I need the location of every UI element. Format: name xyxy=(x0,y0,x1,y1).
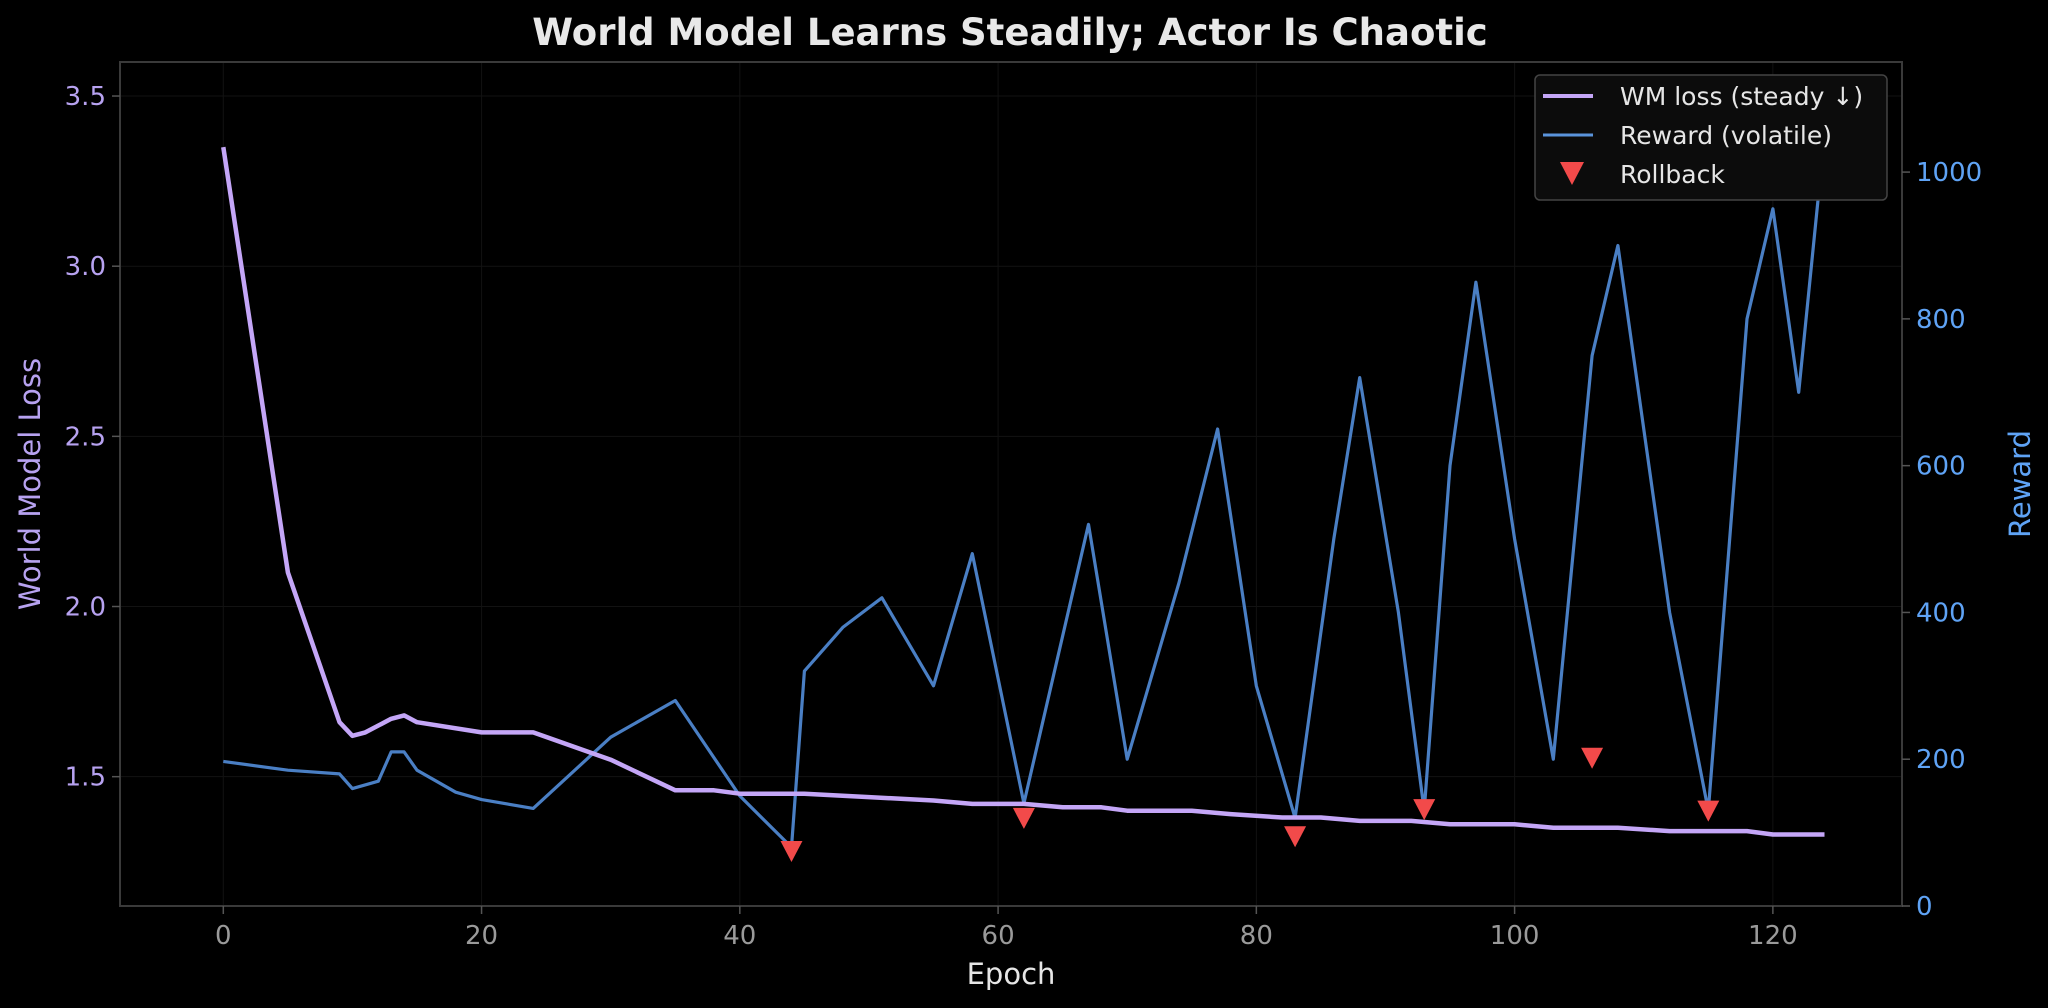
legend-rollback-label: Rollback xyxy=(1620,160,1725,189)
x-tick-label: 40 xyxy=(723,921,756,951)
x-ticks: 0 20 40 60 80 100 120 xyxy=(215,906,1798,951)
x-tick-label: 80 xyxy=(1240,921,1273,951)
legend-reward-label: Reward (volatile) xyxy=(1620,121,1832,150)
right-y-axis-label: Reward xyxy=(2003,430,2037,538)
x-tick-label: 120 xyxy=(1748,921,1798,951)
rollback-marker xyxy=(780,840,803,862)
right-y-ticks: 0 200 400 600 800 1000 xyxy=(1902,158,1982,922)
left-y-tick-label: 2.5 xyxy=(65,422,106,452)
right-y-tick-label: 200 xyxy=(1916,745,1966,775)
x-axis-label: Epoch xyxy=(967,957,1056,991)
chart-title: World Model Learns Steadily; Actor Is Ch… xyxy=(532,11,1487,54)
x-tick-label: 60 xyxy=(982,921,1015,951)
left-y-axis-label: World Model Loss xyxy=(13,358,47,610)
legend-box xyxy=(1534,74,1888,201)
reward-line xyxy=(223,135,1827,849)
legend-rollback-marker xyxy=(1560,162,1584,185)
right-y-tick-label: 600 xyxy=(1916,452,1966,482)
right-y-tick-label: 0 xyxy=(1916,892,1933,922)
left-y-ticks: 1.5 2.0 2.5 3.0 3.5 xyxy=(65,82,120,793)
left-y-tick-label: 3.5 xyxy=(65,82,106,112)
series-layer xyxy=(221,135,1827,862)
legend: WM loss (steady ↓) Reward (volatile) Rol… xyxy=(1534,74,1888,201)
right-y-tick-label: 1000 xyxy=(1916,158,1982,188)
legend-wm-loss-label: WM loss (steady ↓) xyxy=(1620,82,1863,111)
x-tick-label: 0 xyxy=(215,921,232,951)
rollback-marker xyxy=(1697,800,1720,822)
right-y-tick-label: 800 xyxy=(1916,305,1966,335)
wm-loss-line xyxy=(221,146,1825,837)
x-tick-label: 20 xyxy=(465,921,498,951)
left-y-tick-label: 1.5 xyxy=(65,763,106,793)
rollback-marker xyxy=(1581,747,1604,769)
grid xyxy=(120,62,1902,906)
left-y-tick-label: 3.0 xyxy=(65,252,106,282)
left-y-tick-label: 2.0 xyxy=(65,593,106,623)
rollback-marker xyxy=(1413,799,1436,821)
x-tick-label: 100 xyxy=(1490,921,1540,951)
plot-frame xyxy=(119,61,1903,907)
rollback-marker xyxy=(1012,807,1035,829)
rollback-marker xyxy=(1284,826,1307,848)
right-y-tick-label: 400 xyxy=(1916,598,1966,628)
